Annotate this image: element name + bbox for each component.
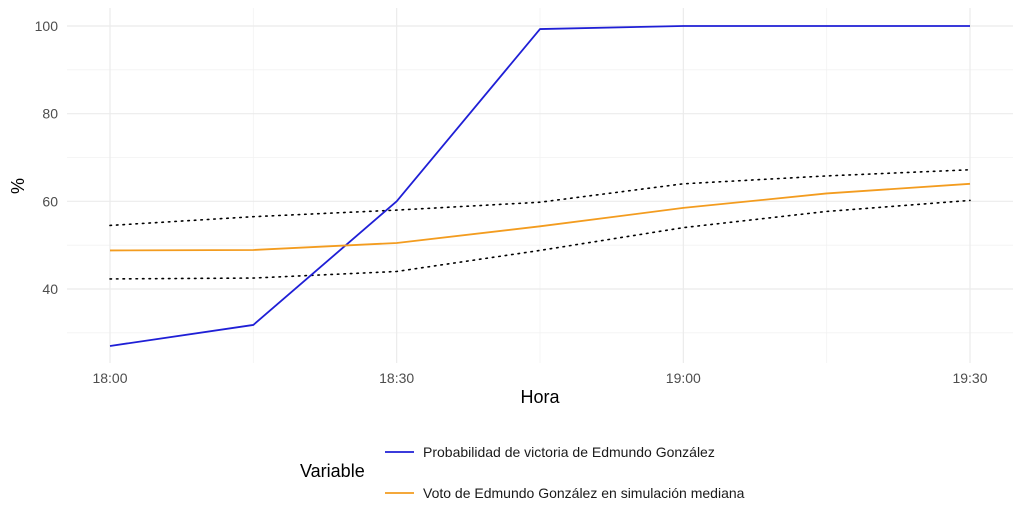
y-tick-labels: 40 60 80 100 <box>35 18 59 297</box>
legend-label: Voto de Edmundo González en simulación m… <box>423 485 745 501</box>
legend-label: Probabilidad de victoria de Edmundo Gonz… <box>423 444 715 460</box>
x-tick-label: 18:30 <box>379 370 414 386</box>
x-axis-title: Hora <box>520 387 560 407</box>
y-tick-label: 40 <box>42 281 58 297</box>
y-axis-title: % <box>8 178 28 194</box>
x-tick-label: 19:00 <box>666 370 701 386</box>
minor-gridlines <box>67 8 1013 363</box>
legend-item: Voto de Edmundo González en simulación m… <box>385 485 745 501</box>
x-tick-labels: 18:00 18:30 19:00 19:30 <box>92 370 987 386</box>
series-line-2 <box>109 182 971 252</box>
y-tick-label: 60 <box>42 193 58 209</box>
y-tick-label: 80 <box>42 106 58 122</box>
legend-title: Variable <box>300 461 365 481</box>
band-lower-line <box>109 199 971 280</box>
x-tick-label: 18:00 <box>92 370 127 386</box>
series-line-1 <box>109 25 970 347</box>
legend: Variable Probabilidad de victoria de Edm… <box>300 444 745 501</box>
series-lines <box>109 25 971 347</box>
band-upper-line <box>109 168 971 227</box>
major-gridlines <box>67 8 1013 363</box>
legend-item: Probabilidad de victoria de Edmundo Gonz… <box>385 444 715 460</box>
confidence-bands <box>109 168 971 280</box>
y-tick-label: 100 <box>35 18 59 34</box>
x-tick-label: 19:30 <box>952 370 987 386</box>
